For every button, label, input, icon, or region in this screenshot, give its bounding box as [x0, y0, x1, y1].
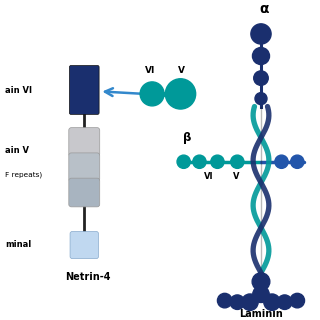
FancyBboxPatch shape	[70, 231, 99, 259]
Text: V: V	[233, 172, 239, 181]
Circle shape	[291, 155, 304, 168]
FancyBboxPatch shape	[69, 178, 100, 207]
Circle shape	[140, 82, 164, 106]
Circle shape	[230, 295, 244, 309]
Circle shape	[253, 286, 269, 302]
Circle shape	[252, 273, 270, 291]
Text: ain V: ain V	[5, 146, 29, 155]
Text: Netrin-4: Netrin-4	[65, 272, 110, 282]
Circle shape	[217, 293, 232, 308]
Circle shape	[231, 155, 244, 168]
FancyBboxPatch shape	[69, 153, 100, 182]
Circle shape	[290, 293, 305, 308]
Circle shape	[177, 155, 190, 168]
Text: α: α	[260, 3, 269, 16]
FancyBboxPatch shape	[69, 128, 100, 156]
Circle shape	[277, 295, 292, 309]
Circle shape	[242, 294, 258, 310]
Circle shape	[165, 79, 196, 109]
Text: β: β	[183, 131, 191, 144]
Circle shape	[211, 155, 224, 168]
Circle shape	[193, 155, 206, 168]
Text: VI: VI	[204, 172, 214, 181]
Circle shape	[275, 155, 288, 168]
Text: V: V	[178, 66, 185, 76]
Text: Laminin: Laminin	[239, 309, 283, 319]
Circle shape	[254, 71, 268, 85]
Text: minal: minal	[5, 240, 32, 249]
FancyBboxPatch shape	[69, 66, 99, 115]
Circle shape	[252, 47, 269, 65]
Circle shape	[255, 92, 267, 105]
Circle shape	[264, 294, 280, 310]
Text: F repeats): F repeats)	[5, 171, 43, 178]
Text: ain VI: ain VI	[5, 86, 32, 95]
Circle shape	[251, 24, 271, 44]
Text: VI: VI	[145, 66, 156, 76]
